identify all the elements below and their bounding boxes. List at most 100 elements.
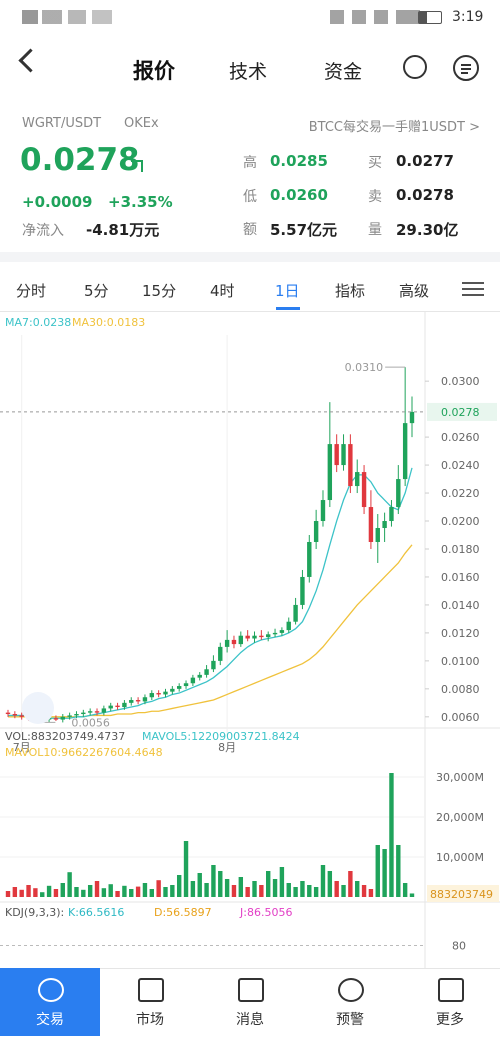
candle-body [409,411,415,424]
volume-bar [375,845,380,897]
volume-bar [67,872,72,897]
candle-body [87,711,93,713]
period-tab[interactable]: 指标 [335,282,366,300]
period-tab[interactable]: 分时 [16,282,47,300]
candle-body [53,718,59,720]
nav-icon[interactable] [138,978,164,1002]
period-tab[interactable]: 5分 [84,282,109,300]
volume-bar [149,889,154,897]
candle-body [60,716,65,720]
volume-bar [245,887,250,897]
volume-bar [307,885,312,897]
y-tick-label: 0.0200 [441,515,480,528]
ma-label: MA7:0.0238 [5,316,71,329]
candle-body [67,715,72,717]
nav-icon[interactable] [438,978,464,1002]
min-label: 0.0056 [71,716,110,729]
volume-bar [402,883,408,897]
volume-bar [300,881,305,897]
menu-icon[interactable] [453,55,479,81]
search-icon[interactable] [403,55,427,79]
candle-body [74,714,79,716]
last-price-box [427,402,497,421]
candle-body [19,715,24,717]
period-tab[interactable]: 1日 [275,282,300,300]
stat-value: 0.0260 [270,186,328,204]
candle-body [361,472,367,508]
candle-body [389,507,394,522]
candle-body [355,472,360,487]
tab[interactable]: 资金 [324,61,363,83]
vol-label: VOL:883203749.4737 [5,730,125,743]
vol-tick-label: 30,000M [436,771,484,784]
stat-value: 5.57亿元 [270,221,338,239]
volume-bar [156,880,161,897]
nav-label[interactable]: 交易 [36,1012,64,1028]
y-tick-label: 0.0160 [441,571,480,584]
net-inflow: -4.81万元 [86,221,160,239]
nav-label[interactable]: 消息 [236,1012,264,1028]
volume-bar [327,871,333,897]
candle-body [327,444,333,501]
vol-tick-label: 20,000M [436,811,484,824]
y-tick-label: 0.0260 [441,431,480,444]
y-tick-label: 0.0220 [441,487,480,500]
divider [0,311,500,312]
volume-bar [286,883,291,897]
stat-value: 0.0277 [396,152,454,170]
candle-body [122,702,127,708]
volume-bar [252,881,257,897]
nav-icon[interactable] [38,978,64,1002]
volume-bar [389,773,394,897]
price: 0.0278 [20,142,140,178]
candle-body [348,444,353,487]
exchange: OKEx [124,116,159,131]
candle-body [211,660,216,670]
battery [418,11,442,24]
stat-value: 0.0285 [270,152,328,170]
nav-icon[interactable] [238,978,264,1002]
nav-icon[interactable] [338,978,364,1002]
last-price-label: 0.0278 [441,406,480,419]
y-tick-label: 0.0060 [441,711,480,724]
expand-button[interactable] [22,692,54,724]
vol-label: MAVOL5:12209003721.8424 [142,730,300,743]
volume-bar [115,891,120,897]
volume-bar [279,867,285,897]
vol-label: MAVOL10:9662267604.4648 [5,746,163,759]
kdj-label: K:66.5616 [68,906,124,919]
volume-bar [163,887,168,897]
nav-label[interactable]: 更多 [436,1012,464,1028]
candle-body [197,674,202,678]
y-tick-label: 0.0120 [441,627,480,640]
candle-body [396,479,401,508]
period-tab[interactable]: 高级 [399,282,430,300]
volume-bar [5,891,11,897]
tab[interactable]: 报价 [133,59,175,83]
volume-bar [94,881,100,897]
candle-body [307,541,312,577]
volume-bar [368,889,374,897]
nav-label[interactable]: 预警 [336,1012,364,1028]
chart: MA7:0.0238 MA30:0.0183 0.0300 0.0260 0.0240 0… [0,312,500,968]
settings-icon[interactable] [462,282,484,296]
period-tab[interactable]: 15分 [142,282,177,300]
volume-bar [320,865,326,897]
candle-body [149,693,154,698]
promo[interactable]: BTCC每交易一手赠1USDT > [308,120,480,135]
up-arrow [131,160,143,172]
stat-label: 高 [243,155,257,171]
candle-body [375,528,380,542]
volume-bar [313,887,319,897]
candle-body [204,669,209,675]
candle-body [293,604,298,622]
nav-label[interactable]: 市场 [136,1012,164,1028]
tab[interactable]: 技术 [229,61,268,83]
clock: 3:19 [452,9,484,25]
vol-last-label: 883203749 [430,888,493,901]
volume-bar [334,881,339,897]
period-tab[interactable]: 4时 [210,282,235,300]
candle-body [156,693,161,695]
ma-line [8,544,413,718]
candle-body [163,691,168,695]
